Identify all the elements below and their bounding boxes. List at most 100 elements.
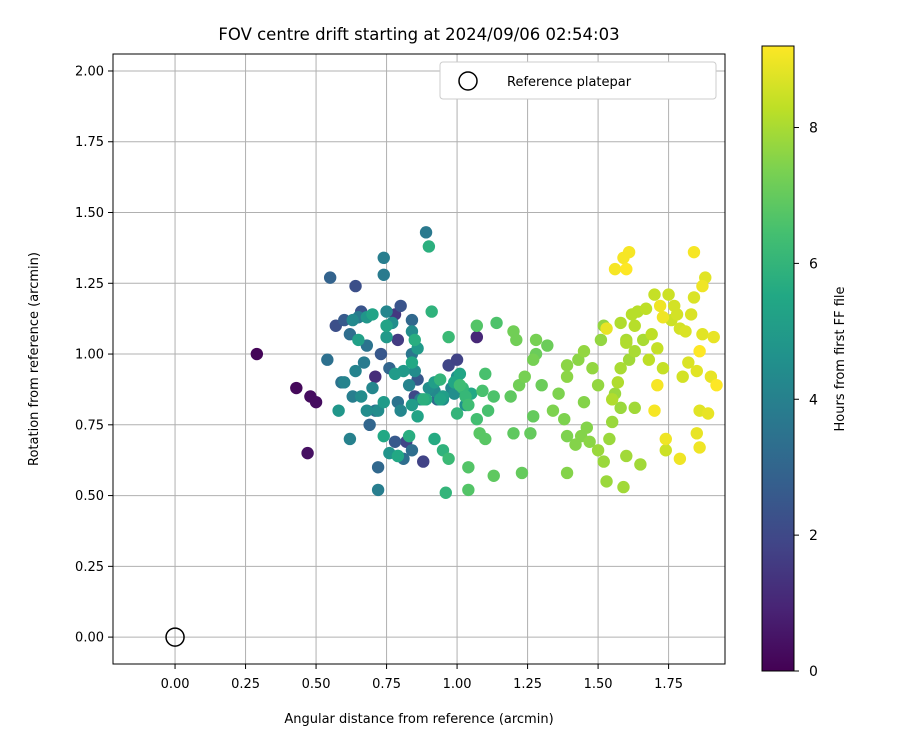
scatter-point — [391, 333, 405, 347]
y-tick-label: 1.75 — [75, 135, 104, 150]
scatter-point — [620, 336, 633, 349]
scatter-point — [369, 370, 382, 383]
colorbar-gradient — [761, 45, 795, 672]
scatter-point — [380, 330, 393, 344]
scatter-point — [481, 404, 495, 417]
scatter-point — [363, 418, 376, 432]
scatter-point — [357, 356, 371, 369]
x-tick-label: 0.00 — [161, 677, 190, 692]
scatter-point — [462, 398, 475, 412]
scatter-point — [690, 364, 703, 378]
scatter-point — [639, 302, 653, 315]
scatter-point — [524, 427, 537, 440]
scatter-point — [250, 347, 264, 361]
scatter-point — [377, 268, 390, 281]
scatter-point — [673, 452, 687, 465]
x-tick-label: 0.75 — [372, 677, 401, 692]
scatter-point — [634, 458, 647, 471]
scatter-point — [628, 345, 641, 358]
scatter-point — [408, 333, 421, 347]
scatter-point — [371, 461, 385, 474]
scatter-point — [552, 387, 565, 400]
scatter-point — [611, 376, 625, 389]
y-axis-label: Rotation from reference (arcmin) — [27, 252, 42, 466]
y-tick-label: 1.00 — [75, 348, 104, 363]
x-tick-label: 0.25 — [231, 677, 260, 692]
legend-marker — [458, 71, 478, 91]
scatter-point — [470, 330, 484, 344]
colorbar-label: Hours from first FF file — [833, 286, 848, 431]
scatter-point — [701, 407, 715, 420]
scatter-point — [490, 316, 503, 330]
scatter-point — [411, 410, 424, 423]
scatter-point — [433, 373, 447, 386]
scatter-point — [346, 313, 359, 327]
legend: Reference platepar — [439, 61, 717, 100]
scatter-point — [417, 455, 430, 468]
scatter-point — [620, 262, 633, 276]
scatter-point — [343, 432, 357, 446]
scatter-point — [405, 313, 419, 327]
scatter-point — [405, 398, 419, 412]
scatter-point — [696, 328, 709, 341]
scatter-point — [614, 361, 627, 375]
scatter-point — [380, 319, 393, 332]
scatter-point — [349, 279, 362, 293]
scatter-point — [487, 469, 500, 482]
scatter-point — [591, 378, 605, 392]
scatter-point — [560, 370, 574, 383]
chart-title: FOV centre drift starting at 2024/09/06 … — [218, 25, 619, 44]
scatter-point — [442, 330, 455, 344]
scatter-points — [250, 226, 723, 499]
scatter-point — [352, 333, 365, 347]
scatter-point — [541, 339, 554, 352]
scatter-point — [479, 432, 492, 446]
scatter-point — [690, 427, 703, 440]
scatter-point — [374, 347, 388, 361]
colorbar-tick-label: 8 — [809, 121, 818, 137]
scatter-point — [405, 444, 419, 457]
colorbar-tick-label: 2 — [809, 528, 818, 544]
scatter-point — [558, 412, 571, 426]
scatter-point — [433, 393, 447, 406]
scatter-point — [586, 361, 599, 375]
scatter-point — [535, 378, 548, 392]
scatter-point — [614, 316, 627, 330]
scatter-point — [656, 361, 670, 375]
scatter-point — [338, 376, 351, 389]
scatter-point — [527, 410, 540, 423]
scatter-point — [603, 432, 616, 446]
x-tick-label: 1.00 — [443, 677, 472, 692]
y-tick-label: 0.25 — [75, 560, 104, 575]
scatter-point — [679, 325, 692, 338]
scatter-point — [394, 404, 407, 417]
scatter-point — [462, 483, 475, 497]
colorbar-ticks: 0 2 4 6 8 — [794, 121, 818, 680]
scatter-point — [580, 421, 594, 434]
scatter-point — [504, 390, 517, 403]
scatter-point — [684, 308, 698, 321]
scatter-point — [591, 444, 605, 457]
scatter-point — [377, 429, 390, 443]
x-ticks: 0.00 0.25 0.50 0.75 1.00 1.25 1.50 1.75 — [161, 664, 683, 692]
scatter-point — [402, 378, 416, 392]
scatter-point — [450, 407, 464, 420]
colorbar: 0 2 4 6 8 Hours from first FF file — [761, 45, 848, 680]
y-ticks: 0.00 0.25 0.50 0.75 1.00 1.25 1.50 1.75 2.00 — [75, 64, 113, 646]
scatter-point — [648, 404, 661, 417]
scatter-point — [560, 466, 574, 480]
scatter-point — [696, 279, 709, 293]
scatter-point — [462, 461, 475, 474]
scatter-point — [422, 240, 436, 253]
plot-frame — [112, 53, 726, 665]
scatter-point — [656, 311, 670, 324]
scatter-point — [388, 367, 402, 381]
scatter-point — [377, 395, 390, 409]
scatter-point — [377, 251, 390, 265]
scatter-point — [479, 367, 492, 381]
scatter-point — [391, 449, 405, 463]
scatter-point — [515, 466, 529, 480]
scatter-point — [687, 291, 701, 304]
legend-box — [439, 61, 717, 100]
